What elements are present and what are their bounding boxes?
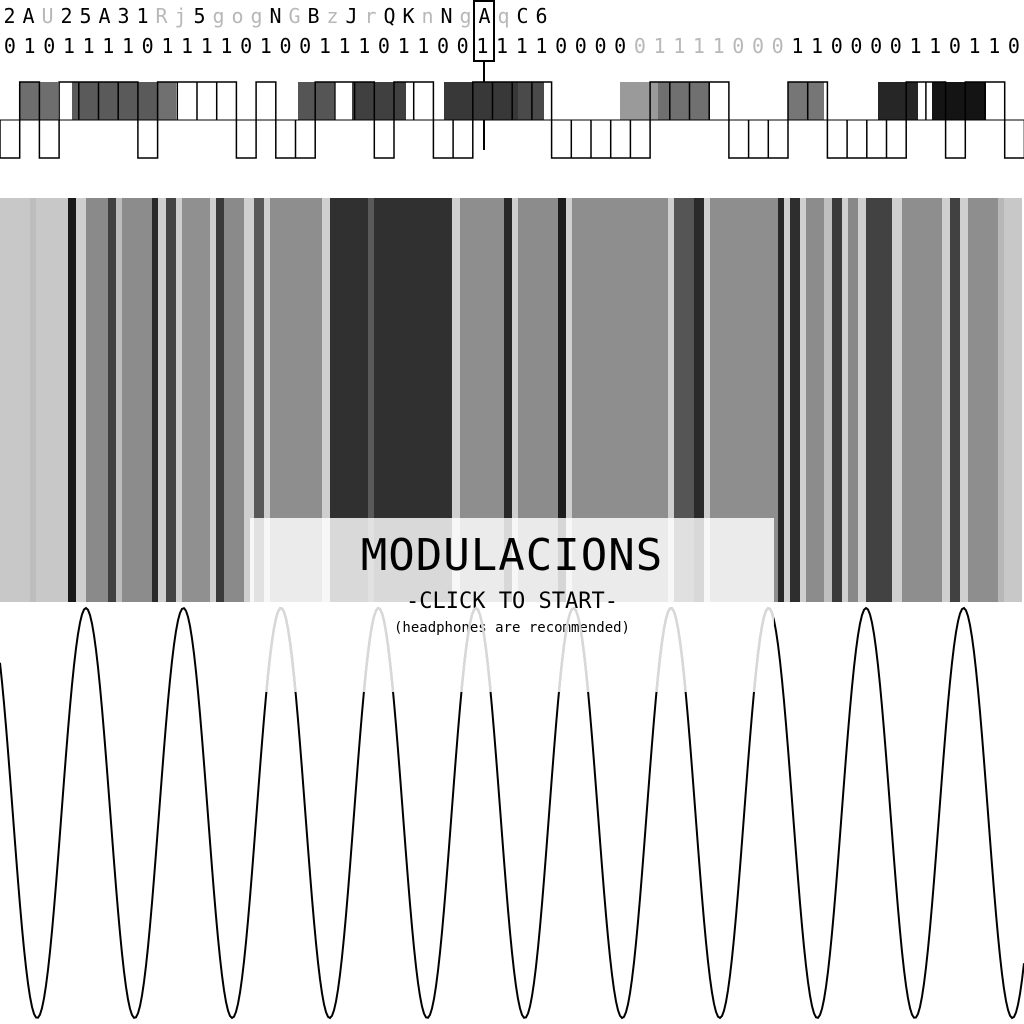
char-stream-row: 2AU25A31Rj5gogNGBzJrQKnNgAqC6: [0, 4, 1024, 28]
pulse-waveform: [0, 70, 1024, 170]
sine-waveform: [0, 602, 1024, 1024]
modulacions-screen[interactable]: 2AU25A31Rj5gogNGBzJrQKnNgAqC6 0101111011…: [0, 0, 1024, 1024]
bit-stream-row: 0101111011110100111011001111000001111000…: [0, 34, 1024, 58]
title-text: MODULACIONS: [260, 530, 764, 581]
